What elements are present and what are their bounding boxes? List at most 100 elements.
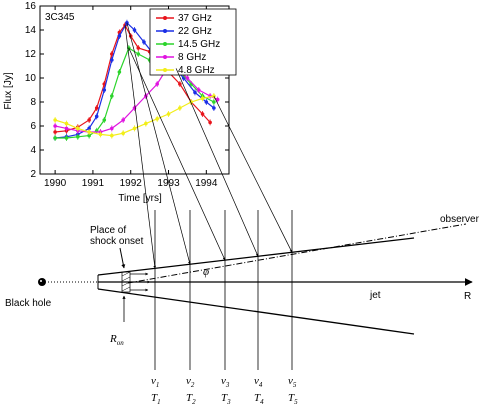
- data-point: [64, 126, 69, 131]
- series-line: [55, 24, 211, 133]
- jet-diagram: Black hole jet R observer φ Place of sho…: [5, 22, 480, 406]
- nu-label-3: ν3: [221, 375, 230, 389]
- shock-onset-label-line2: shock onset: [90, 236, 144, 247]
- data-point: [200, 112, 205, 116]
- shock-onset-pointer: [119, 247, 126, 269]
- jet-label: jet: [369, 290, 381, 301]
- peak-connector-2: [126, 22, 191, 265]
- data-point: [132, 126, 137, 131]
- nu-label-2: ν2: [186, 375, 195, 389]
- y-tick-label: 8: [30, 97, 36, 108]
- jet-lower-edge: [97, 288, 415, 335]
- t-label-4: T4: [254, 392, 264, 406]
- t-label-2: T2: [186, 392, 196, 406]
- x-axis-label: Time [yrs]: [118, 193, 162, 204]
- data-point: [94, 106, 99, 110]
- data-point: [196, 88, 201, 92]
- x-tick-label: 1992: [120, 178, 143, 189]
- y-tick-label: 14: [25, 25, 37, 36]
- legend-marker: [163, 55, 167, 59]
- nu-label-4: ν4: [254, 375, 263, 389]
- legend-marker: [163, 42, 167, 46]
- series-line: [54, 67, 218, 133]
- data-point: [110, 58, 114, 62]
- data-point: [64, 121, 69, 126]
- data-point: [87, 130, 91, 134]
- y-axis-label: Flux [Jy]: [3, 72, 14, 109]
- data-point: [178, 82, 182, 86]
- black-hole-icon: [38, 278, 46, 286]
- t-label-3: T3: [221, 392, 231, 406]
- data-point: [110, 126, 114, 131]
- peak-connector-5: [213, 95, 293, 253]
- data-point: [212, 100, 216, 104]
- y-tick-label: 4: [30, 145, 36, 156]
- data-point: [76, 135, 80, 139]
- nu-label-1: ν1: [151, 375, 159, 389]
- legend-label: 14.5 GHz: [178, 39, 220, 50]
- jet-upper-edge: [97, 237, 415, 276]
- shock-arrows: [130, 272, 151, 292]
- legend: 37 GHz 22 GHz 14.5 GHz 8 GHz 4.8 GHz: [149, 8, 237, 76]
- peak-connector-lines: [124, 22, 293, 269]
- data-point: [132, 106, 137, 110]
- data-point: [64, 136, 69, 140]
- data-point: [155, 82, 159, 86]
- legend-label: 22 GHz: [178, 26, 212, 37]
- data-point: [142, 40, 146, 44]
- series-line: [55, 21, 215, 139]
- plot-frame: [39, 5, 230, 175]
- data-point: [87, 133, 91, 138]
- data-point: [136, 46, 141, 50]
- peak-connector-3: [128, 47, 226, 261]
- data-point: [53, 118, 57, 122]
- data-point: [136, 52, 141, 56]
- data-point: [121, 118, 125, 122]
- y-tick-label: 16: [25, 1, 37, 12]
- data-point: [87, 126, 91, 131]
- legend-label: 4.8 GHz: [178, 65, 215, 76]
- legend-label: 37 GHz: [178, 13, 212, 24]
- data-point: [76, 126, 80, 131]
- data-point: [208, 120, 212, 125]
- data-point: [87, 118, 91, 122]
- x-tick-label: 1990: [44, 178, 67, 189]
- data-point: [53, 124, 57, 128]
- y-tick-label: 10: [25, 73, 37, 84]
- data-point: [155, 117, 159, 121]
- x-tick-label: 1994: [195, 178, 218, 189]
- axis-r-label: R: [464, 291, 471, 302]
- data-point: [215, 97, 220, 102]
- y-axis-ticks: 2 4 6 8 10 12 14 16: [25, 1, 229, 180]
- observer-line: [127, 223, 467, 284]
- data-point: [102, 88, 107, 92]
- data-point: [185, 76, 190, 80]
- data-point: [200, 96, 205, 101]
- frequency-labels: ν1 T1 ν2 T2 ν3 T3 ν4 T4 ν5 T5: [151, 375, 298, 406]
- t-label-5: T5: [288, 392, 298, 406]
- frequency-lines: [154, 210, 293, 370]
- data-point: [98, 132, 103, 137]
- observer-label: observer: [440, 214, 480, 225]
- peak-connector-4: [175, 68, 259, 257]
- r-on-label: Ron: [109, 333, 124, 347]
- data-point: [204, 100, 209, 104]
- data-point: [117, 70, 122, 74]
- peak-connector-1: [124, 25, 157, 269]
- chart-title: 3C345: [45, 12, 75, 23]
- data-point: [121, 131, 125, 135]
- data-point: [110, 52, 114, 56]
- black-hole-highlight: [40, 280, 42, 282]
- data-point: [53, 136, 57, 140]
- data-point: [193, 90, 197, 95]
- legend-marker: [163, 29, 167, 33]
- data-point: [144, 121, 148, 126]
- x-tick-label: 1991: [82, 178, 105, 189]
- shock-onset-label-line1: Place of: [90, 225, 126, 236]
- angle-phi-label: φ: [203, 266, 209, 278]
- nu-label-5: ν5: [288, 375, 297, 389]
- data-point: [132, 28, 137, 32]
- data-point: [212, 106, 216, 110]
